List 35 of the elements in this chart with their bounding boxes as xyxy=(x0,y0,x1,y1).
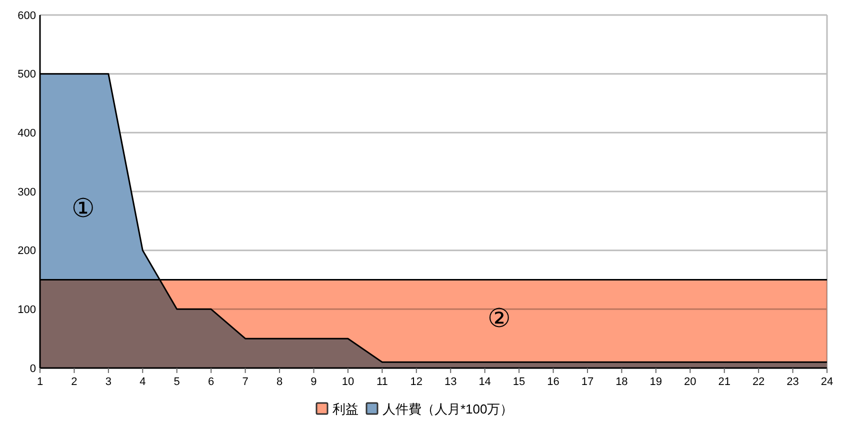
x-tick-label: 12 xyxy=(410,376,423,388)
x-tick-label: 4 xyxy=(140,376,146,388)
x-tick-label: 7 xyxy=(242,376,248,388)
y-tick-label: 400 xyxy=(18,128,36,140)
x-tick-label: 6 xyxy=(208,376,214,388)
x-tick-label: 5 xyxy=(174,376,180,388)
x-tick-label: 3 xyxy=(105,376,112,388)
x-tick-label: 13 xyxy=(444,376,457,388)
x-tick-label: 10 xyxy=(342,376,354,388)
annotation: ② xyxy=(488,304,510,334)
x-tick-label: 20 xyxy=(684,376,696,388)
legend-label: 利益 xyxy=(332,402,358,417)
x-tick-label: 8 xyxy=(276,376,283,388)
y-tick-label: 500 xyxy=(18,68,36,81)
x-tick-label: 1 xyxy=(36,376,44,388)
y-tick-label: 0 xyxy=(30,362,36,375)
x-tick-label: 16 xyxy=(547,376,560,388)
y-tick-label: 600 xyxy=(18,10,36,22)
x-tick-label: 17 xyxy=(581,376,594,388)
y-tick-label: 200 xyxy=(18,245,36,258)
x-tick-label: 18 xyxy=(616,376,628,388)
x-tick-label: 24 xyxy=(820,376,834,388)
x-tick-label: 14 xyxy=(478,376,491,388)
annotation: ① xyxy=(72,194,94,224)
x-tick-label: 22 xyxy=(752,376,765,388)
x-tick-label: 21 xyxy=(718,376,730,388)
x-tick-label: 2 xyxy=(71,376,78,388)
x-tick-label: 9 xyxy=(310,376,317,388)
y-tick-label: 300 xyxy=(18,186,36,198)
x-tick-label: 23 xyxy=(786,376,799,388)
y-tick-label: 100 xyxy=(18,304,36,316)
legend-label: 人件費（人月*100万） xyxy=(382,402,514,417)
x-tick-label: 15 xyxy=(512,376,526,388)
x-tick-label: 11 xyxy=(376,376,388,388)
x-tick-label: 19 xyxy=(650,376,662,388)
